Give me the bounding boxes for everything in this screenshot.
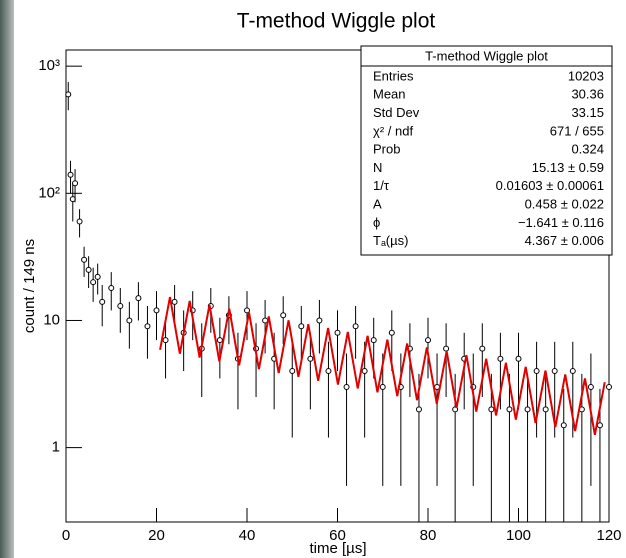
- data-point: [316, 317, 323, 324]
- stats-value: −1.641 ± 0.116: [518, 215, 604, 230]
- data-point: [551, 368, 558, 375]
- x-tick-label: 20: [148, 527, 165, 544]
- side-strip: [0, 0, 14, 558]
- data-point: [415, 406, 422, 413]
- data-point: [343, 383, 350, 390]
- data-point: [144, 323, 151, 330]
- stats-label: Tₐ(µs): [373, 233, 408, 248]
- data-point: [596, 422, 603, 429]
- stats-box-bg: [360, 45, 613, 256]
- y-tick-label: 10³: [38, 57, 60, 74]
- data-point: [488, 406, 495, 413]
- stats-value: 671 / 655: [550, 123, 604, 138]
- x-tick-label: 60: [329, 527, 346, 544]
- stats-value: 30.36: [571, 87, 604, 102]
- data-point: [126, 317, 133, 324]
- stats-label: ϕ: [373, 215, 380, 230]
- data-point: [352, 323, 359, 330]
- stats-label: 1/τ: [373, 178, 390, 193]
- stats-value: 33.15: [571, 105, 604, 120]
- stats-label: Std Dev: [373, 105, 420, 120]
- data-point: [569, 368, 576, 375]
- data-point: [542, 406, 549, 413]
- x-tick-label: 120: [596, 527, 621, 544]
- chart-title: T-method Wiggle plot: [237, 10, 436, 33]
- stats-value: 4.367 ± 0.006: [525, 233, 604, 248]
- stats-label: Entries: [373, 68, 414, 83]
- data-point: [280, 312, 287, 319]
- data-point: [587, 383, 594, 390]
- stats-label: χ² / ndf: [373, 123, 413, 138]
- stats-value: 10203: [568, 68, 604, 83]
- stats-value: 0.458 ± 0.022: [525, 197, 604, 212]
- stats-value: 0.324: [571, 142, 604, 157]
- stats-label: Mean: [373, 87, 406, 102]
- data-point: [425, 337, 431, 344]
- stats-box-title: T-method Wiggle plot: [425, 48, 548, 63]
- data-point: [479, 345, 486, 352]
- data-point: [298, 323, 305, 330]
- data-point: [90, 279, 97, 286]
- data-point: [244, 307, 250, 314]
- x-axis-label: time [µs]: [310, 540, 367, 557]
- y-tick-label: 10²: [38, 184, 60, 201]
- data-point: [533, 368, 540, 375]
- data-point: [307, 355, 314, 362]
- x-tick-label: 80: [420, 527, 437, 544]
- data-point: [361, 368, 368, 375]
- stats-value: 15.13 ± 0.59: [532, 160, 604, 175]
- x-tick-label: 0: [62, 527, 70, 544]
- stats-label: Prob: [373, 142, 400, 157]
- data-point: [135, 295, 142, 302]
- data-point: [289, 368, 296, 375]
- data-point: [506, 406, 513, 413]
- data-point: [72, 180, 79, 187]
- data-point: [94, 273, 101, 280]
- data-point: [606, 383, 612, 390]
- data-point: [153, 307, 160, 314]
- data-point: [85, 266, 92, 273]
- data-point: [388, 329, 395, 336]
- stats-label: N: [373, 160, 382, 175]
- y-axis-label: count / 149 ns: [21, 239, 38, 333]
- data-point: [108, 285, 115, 292]
- stats-value: 0.01603 ± 0.00061: [496, 178, 604, 193]
- data-point: [216, 337, 223, 344]
- data-point: [65, 91, 72, 98]
- data-point: [81, 256, 88, 263]
- stats-label: A: [373, 197, 382, 212]
- y-tick-label: 1: [52, 439, 60, 456]
- data-point: [524, 406, 531, 413]
- data-point: [370, 337, 377, 344]
- data-point: [162, 337, 169, 344]
- data-point: [171, 298, 178, 305]
- x-tick-label: 100: [506, 527, 531, 544]
- data-point: [334, 329, 341, 336]
- data-point: [325, 368, 332, 375]
- data-point: [99, 298, 106, 305]
- fit-curve: [159, 296, 606, 436]
- data-point: [67, 171, 74, 178]
- x-tick-label: 40: [239, 527, 256, 544]
- data-point: [560, 422, 567, 429]
- data-point: [443, 345, 450, 352]
- stats-box: T-method Wiggle plot Entries 10203 Mean 30.3…: [360, 45, 613, 256]
- data-point: [69, 196, 76, 203]
- data-point: [379, 383, 386, 390]
- y-tick-label: 10: [43, 311, 60, 328]
- data-point: [497, 355, 504, 362]
- data-point: [76, 218, 83, 225]
- data-point: [515, 355, 522, 362]
- data-point: [117, 302, 124, 309]
